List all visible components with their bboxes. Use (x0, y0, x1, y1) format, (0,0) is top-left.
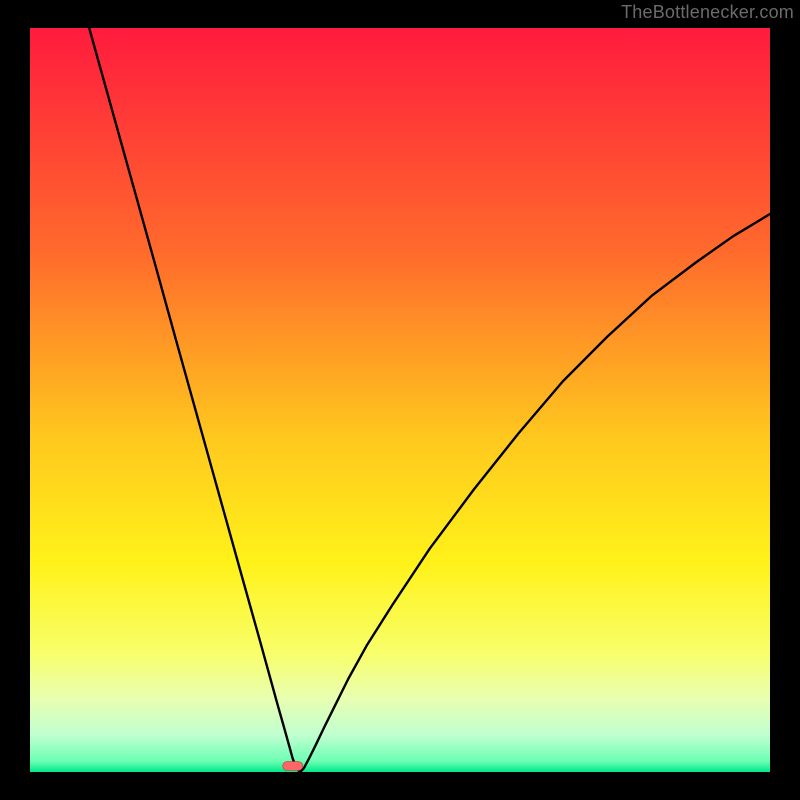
chart-frame: TheBottlenecker.com (0, 0, 800, 800)
watermark-text: TheBottlenecker.com (621, 2, 794, 23)
optimal-point-marker (283, 762, 303, 771)
gradient-background (30, 28, 770, 772)
plot-svg (30, 28, 770, 772)
plot-area (30, 28, 770, 772)
